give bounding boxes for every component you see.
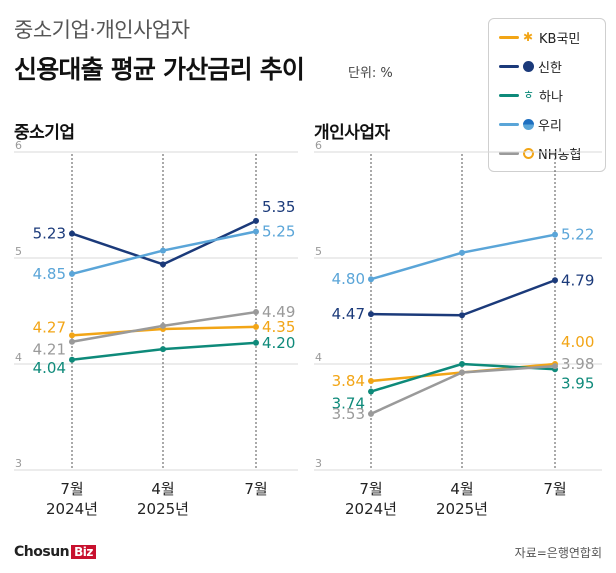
data-label: 5.22 <box>561 226 594 244</box>
legend-swatch <box>499 93 519 97</box>
data-label: 4.47 <box>332 305 365 323</box>
data-label: 4.85 <box>33 265 66 283</box>
legend-item-woori: 우리 <box>499 114 562 134</box>
legend-label: NH농협 <box>538 147 582 163</box>
data-label: 4.35 <box>262 318 295 336</box>
legend-label: 하나 <box>539 89 563 105</box>
y-tick-label: 6 <box>315 139 322 152</box>
data-point <box>368 276 374 283</box>
data-label: 4.00 <box>561 333 594 351</box>
data-label: 3.95 <box>561 374 594 392</box>
data-point <box>69 270 75 277</box>
data-point <box>552 363 558 370</box>
data-point <box>253 323 259 330</box>
unit-label: 단위: % <box>348 66 393 81</box>
data-point <box>253 228 259 235</box>
data-point <box>459 249 465 256</box>
legend-swatch <box>499 35 519 39</box>
data-label: 4.20 <box>262 334 295 352</box>
data-point <box>160 247 166 254</box>
y-tick-label: 4 <box>315 351 322 364</box>
x-tick-label: 7월 <box>244 480 267 498</box>
kb-star-icon: ✱ <box>523 30 534 44</box>
y-tick-label: 6 <box>15 139 22 152</box>
y-tick-label: 3 <box>15 457 22 470</box>
x-tick-label: 7월 <box>359 480 382 498</box>
data-label: 4.27 <box>33 318 66 336</box>
hana-icon: ㅎ <box>523 88 535 102</box>
data-point <box>253 309 259 316</box>
legend-label: 우리 <box>538 118 562 134</box>
panel-title-sme: 중소기업 <box>14 123 75 143</box>
x-tick-label: 4월 <box>450 480 473 498</box>
data-label: 4.80 <box>332 270 365 288</box>
legend-label: 신한 <box>538 60 562 76</box>
data-label: 5.35 <box>262 198 295 216</box>
nh-icon <box>523 147 534 159</box>
data-point <box>253 217 259 224</box>
data-point <box>368 410 374 417</box>
legend-item-hana: ㅎ 하나 <box>499 85 563 105</box>
y-tick-label: 5 <box>15 245 22 258</box>
data-point <box>69 356 75 363</box>
data-point <box>160 322 166 329</box>
woori-icon <box>523 118 534 130</box>
brand-logo: Chosun Biz <box>14 544 96 560</box>
data-point <box>69 338 75 345</box>
y-tick-label: 3 <box>315 457 322 470</box>
legend-item-nh: NH농협 <box>499 143 581 163</box>
brand-tag: Biz <box>71 545 96 559</box>
data-label: 4.79 <box>561 271 594 289</box>
legend-label: KB국민 <box>539 31 581 47</box>
y-tick-label: 5 <box>315 245 322 258</box>
data-point <box>459 369 465 376</box>
chart-subtitle: 중소기업·개인사업자 <box>14 18 190 42</box>
data-label: 4.49 <box>262 303 295 321</box>
legend-item-kb: ✱ KB국민 <box>499 27 580 47</box>
x-tick-label: 7월 <box>60 480 83 498</box>
data-label: 4.21 <box>33 341 66 359</box>
legend-swatch <box>499 64 519 68</box>
data-label: 3.84 <box>332 372 365 390</box>
data-label: 3.98 <box>561 355 594 373</box>
legend-swatch <box>499 122 519 126</box>
series-line-1 <box>370 279 556 317</box>
chart-title: 신용대출 평균 가산금리 추이 <box>14 55 305 84</box>
legend-item-shinhan: 신한 <box>499 56 562 76</box>
x-tick-label: 2025년 <box>436 500 488 518</box>
data-point <box>253 339 259 346</box>
source-note: 자료=은행연합회 <box>514 546 602 560</box>
x-tick-label: 2024년 <box>345 500 397 518</box>
data-point <box>552 231 558 238</box>
data-label: 4.04 <box>33 359 66 377</box>
data-label: 5.23 <box>33 225 66 243</box>
legend: ✱ KB국민 신한 ㅎ 하나 우리 NH농협 <box>488 18 606 172</box>
data-point <box>368 377 374 384</box>
x-tick-label: 7월 <box>543 480 566 498</box>
brand-name: Chosun <box>14 544 70 560</box>
shinhan-icon <box>523 60 534 72</box>
data-point <box>459 312 465 319</box>
x-tick-label: 2024년 <box>46 500 98 518</box>
x-tick-label: 4월 <box>151 480 174 498</box>
y-tick-label: 4 <box>15 351 22 364</box>
data-point <box>69 230 75 237</box>
panel-title-self-employed: 개인사업자 <box>314 123 390 143</box>
data-point <box>459 361 465 367</box>
legend-swatch <box>499 151 519 155</box>
x-tick-label: 2025년 <box>137 500 189 518</box>
data-label: 5.25 <box>262 223 295 241</box>
data-point <box>69 332 75 339</box>
data-point <box>368 311 374 318</box>
series-line-3 <box>370 233 556 281</box>
data-point <box>552 277 558 284</box>
data-label: 3.53 <box>332 405 365 423</box>
data-point <box>160 261 166 268</box>
data-label: 3.74 <box>332 395 365 413</box>
data-point <box>368 388 374 395</box>
data-point <box>160 346 166 353</box>
